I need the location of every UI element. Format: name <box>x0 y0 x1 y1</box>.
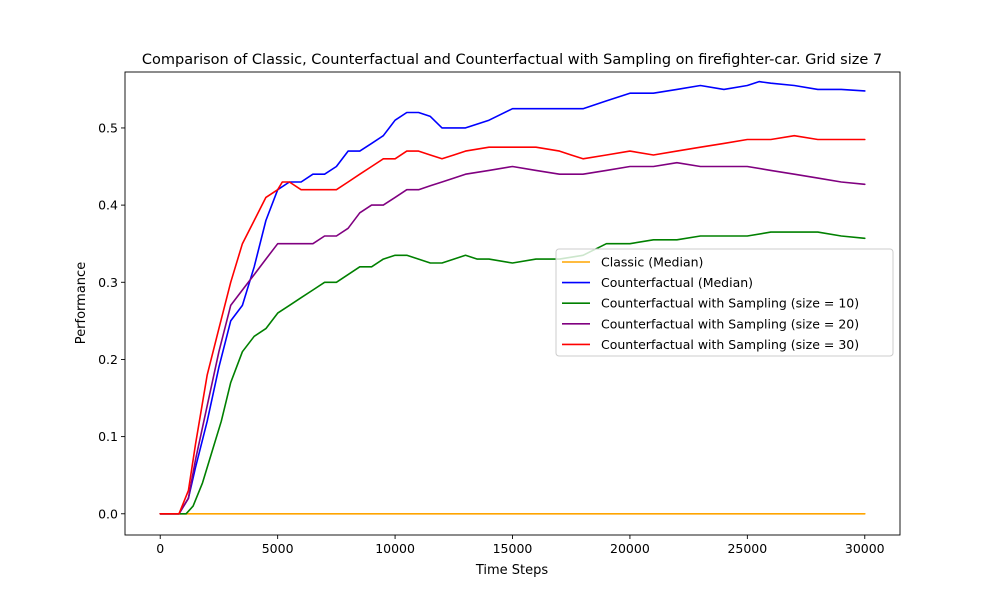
x-axis: 0 5000 10000 15000 20000 25000 30000 <box>156 535 885 556</box>
x-tick-label: 30000 <box>845 541 885 556</box>
x-axis-label: Time Steps <box>475 563 549 578</box>
x-tick-label: 0 <box>156 541 164 556</box>
y-axis: 0.0 0.1 0.2 0.3 0.4 0.5 <box>98 120 125 521</box>
series-layer <box>159 80 866 515</box>
series-line-4 <box>159 161 866 515</box>
legend-box <box>555 248 894 357</box>
x-tick-label: 15000 <box>493 541 533 556</box>
y-tick-label: 0.5 <box>98 120 118 135</box>
legend-label: Counterfactual with Sampling (size = 10) <box>601 296 859 311</box>
legend-label: Classic (Median) <box>601 255 703 270</box>
y-tick-label: 0.2 <box>98 352 118 367</box>
y-tick-label: 0.3 <box>98 275 118 290</box>
legend-label: Counterfactual (Median) <box>601 275 753 290</box>
series-line-5 <box>159 134 866 515</box>
y-axis-label: Performance <box>74 262 89 344</box>
y-tick-label: 0.0 <box>98 506 118 521</box>
x-tick-label: 25000 <box>727 541 767 556</box>
legend: Classic (Median) Counterfactual (Median) C… <box>555 248 894 357</box>
x-tick-label: 20000 <box>610 541 650 556</box>
x-tick-label: 5000 <box>262 541 294 556</box>
series-line-3 <box>159 231 866 515</box>
y-tick-label: 0.4 <box>98 198 118 213</box>
legend-label: Counterfactual with Sampling (size = 20) <box>601 316 859 331</box>
chart-title: Comparison of Classic, Counterfactual an… <box>142 52 882 68</box>
legend-label: Counterfactual with Sampling (size = 30) <box>601 337 859 352</box>
x-tick-label: 10000 <box>375 541 415 556</box>
y-tick-label: 0.1 <box>98 429 118 444</box>
series-line-2 <box>159 80 866 515</box>
